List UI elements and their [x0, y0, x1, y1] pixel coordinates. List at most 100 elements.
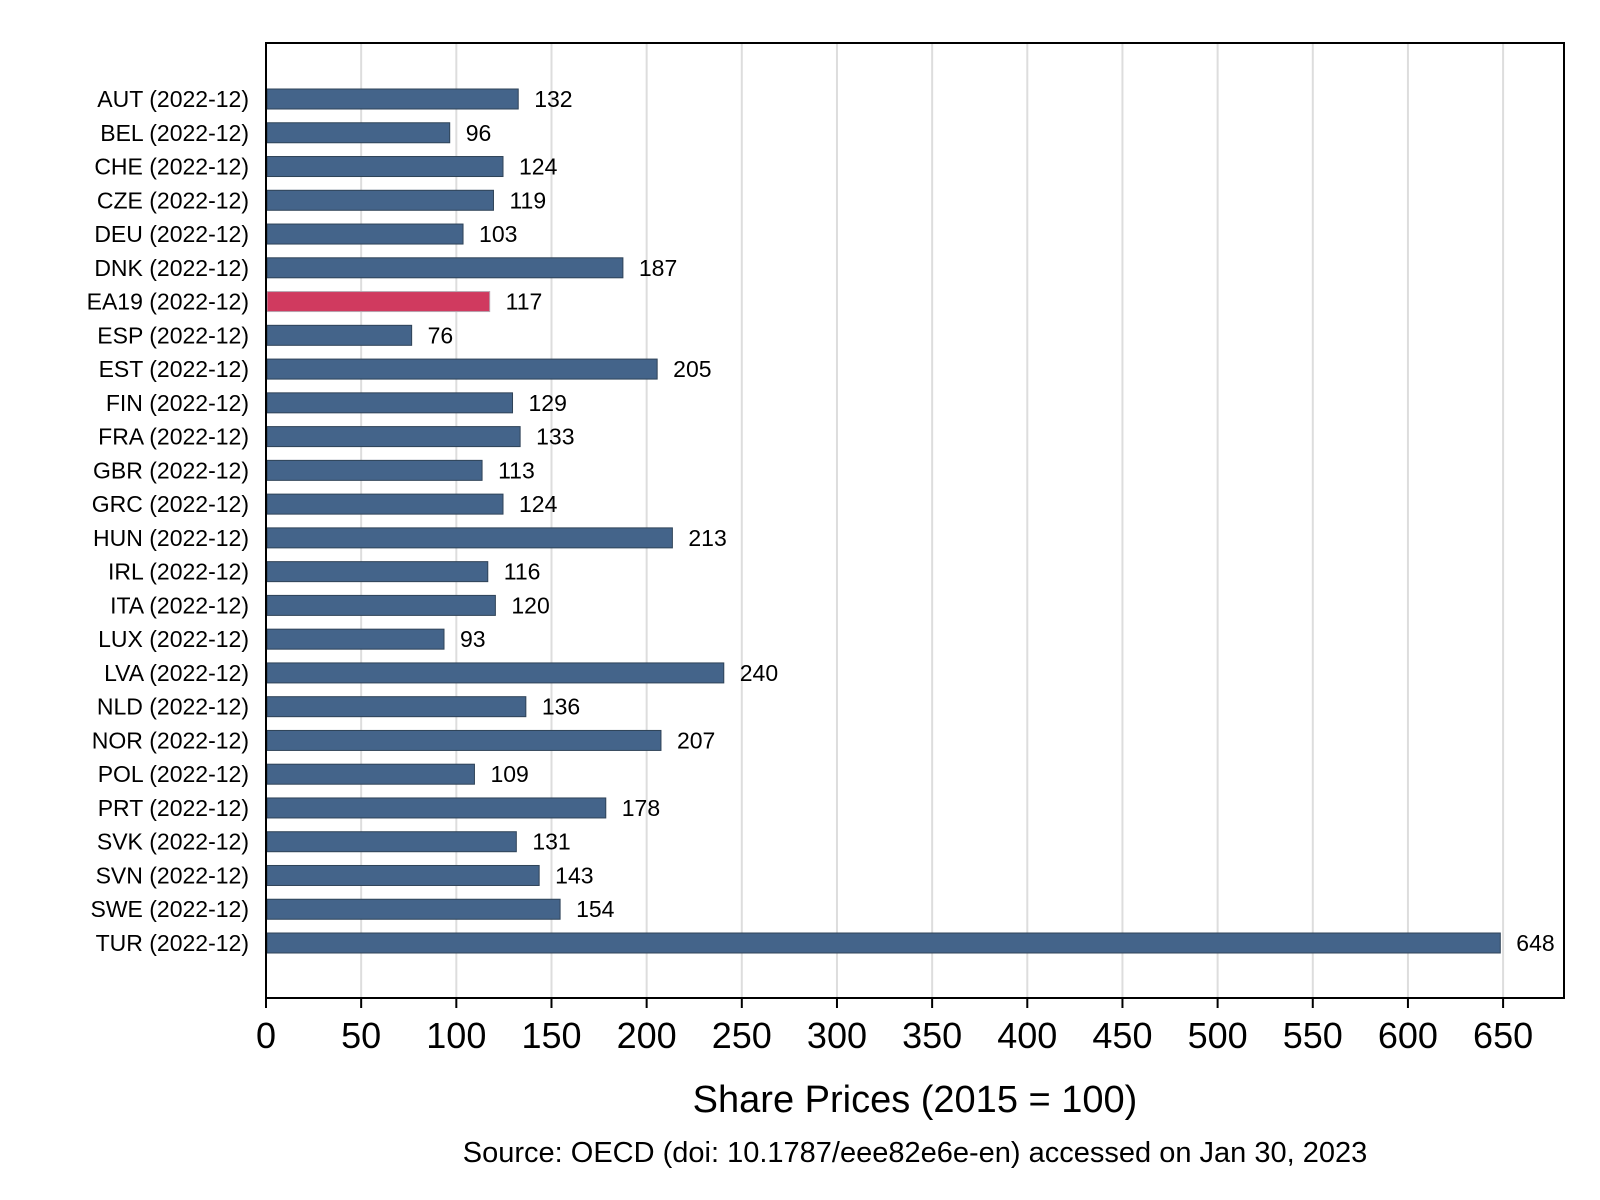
x-tick-label: 450	[1092, 1015, 1152, 1056]
data-label: 76	[428, 322, 454, 348]
bar	[266, 797, 607, 819]
bar	[266, 763, 475, 785]
data-label: 109	[490, 761, 528, 787]
bar	[266, 527, 673, 549]
data-label: 143	[555, 862, 593, 888]
data-label: 136	[542, 694, 580, 720]
source-note: Source: OECD (doi: 10.1787/eee82e6e-en) …	[463, 1137, 1367, 1169]
category-label: IRL (2022-12)	[108, 559, 249, 585]
category-label: FIN (2022-12)	[106, 390, 249, 416]
bar	[266, 662, 725, 684]
x-tick-label: 50	[341, 1015, 381, 1056]
data-label: 113	[498, 457, 535, 483]
data-label: 129	[529, 390, 567, 416]
category-label: SVN (2022-12)	[96, 862, 249, 888]
x-tick-label: 300	[807, 1015, 867, 1056]
category-label: EA19 (2022-12)	[87, 289, 249, 315]
x-tick-label: 550	[1283, 1015, 1343, 1056]
data-label: 240	[740, 660, 778, 686]
bar	[266, 426, 521, 448]
category-label: SWE (2022-12)	[90, 896, 249, 922]
data-label: 124	[519, 491, 558, 517]
bar	[266, 88, 519, 110]
x-tick-label: 250	[712, 1015, 772, 1056]
x-tick-label: 500	[1188, 1015, 1248, 1056]
bars	[266, 88, 1501, 954]
data-label: 96	[466, 120, 492, 146]
data-label: 205	[673, 356, 711, 382]
category-label: POL (2022-12)	[98, 761, 249, 787]
data-label: 119	[509, 187, 546, 213]
category-label: ESP (2022-12)	[97, 322, 249, 348]
category-label: DEU (2022-12)	[94, 221, 249, 247]
category-label: TUR (2022-12)	[96, 930, 249, 956]
bar	[266, 831, 517, 853]
category-label: BEL (2022-12)	[100, 120, 249, 146]
bar	[266, 594, 496, 616]
bar	[266, 864, 540, 886]
bar	[266, 257, 624, 279]
data-label: 120	[511, 592, 549, 618]
data-label: 207	[677, 727, 715, 753]
category-label: NOR (2022-12)	[92, 727, 249, 753]
data-label: 154	[576, 896, 615, 922]
bar	[266, 156, 504, 178]
data-label: 103	[479, 221, 517, 247]
bar	[266, 459, 483, 481]
category-label: LUX (2022-12)	[98, 626, 249, 652]
category-label: EST (2022-12)	[99, 356, 249, 382]
data-label: 187	[639, 255, 677, 281]
category-label: PRT (2022-12)	[98, 795, 249, 821]
category-label: LVA (2022-12)	[104, 660, 249, 686]
data-label: 132	[534, 86, 572, 112]
category-label: NLD (2022-12)	[97, 694, 249, 720]
bar	[266, 932, 1501, 954]
category-label: AUT (2022-12)	[97, 86, 249, 112]
bar	[266, 358, 658, 380]
data-label: 213	[688, 525, 726, 551]
category-label: DNK (2022-12)	[94, 255, 249, 281]
category-label: ITA (2022-12)	[110, 592, 249, 618]
category-label: CZE (2022-12)	[97, 187, 249, 213]
category-label: GRC (2022-12)	[92, 491, 249, 517]
bar	[266, 324, 413, 346]
category-label: SVK (2022-12)	[97, 829, 249, 855]
x-axis-title: Share Prices (2015 = 100)	[693, 1079, 1138, 1121]
bar	[266, 223, 464, 245]
bar-highlighted	[266, 291, 491, 313]
bar	[266, 561, 489, 583]
category-label: FRA (2022-12)	[98, 424, 249, 450]
bar	[266, 189, 494, 211]
bar	[266, 493, 504, 515]
x-tick-label: 0	[256, 1015, 276, 1056]
data-label: 133	[536, 424, 574, 450]
data-label: 648	[1516, 930, 1554, 956]
data-label: 117	[506, 289, 543, 315]
bar	[266, 628, 445, 650]
bar	[266, 122, 451, 144]
category-label: HUN (2022-12)	[93, 525, 249, 551]
data-label: 124	[519, 154, 558, 180]
plot-frame	[265, 42, 1565, 999]
x-tick-label: 400	[997, 1015, 1057, 1056]
grid-lines	[360, 43, 1505, 998]
category-label: CHE (2022-12)	[94, 154, 249, 180]
x-tick-label: 350	[902, 1015, 962, 1056]
x-tick-label: 600	[1378, 1015, 1438, 1056]
data-label: 178	[622, 795, 660, 821]
data-label: 131	[532, 829, 570, 855]
data-label: 93	[460, 626, 486, 652]
bar	[266, 696, 527, 718]
category-label: GBR (2022-12)	[93, 457, 249, 483]
bar	[266, 729, 662, 751]
x-tick-label: 200	[617, 1015, 677, 1056]
category-labels: AUT (2022-12) BEL (2022-12) CHE (2022-12) C…	[87, 86, 249, 956]
x-tick-label: 650	[1473, 1015, 1533, 1056]
x-tick-label: 100	[426, 1015, 486, 1056]
bar	[266, 392, 514, 414]
x-tick-label: 150	[521, 1015, 581, 1056]
data-label: 116	[504, 559, 541, 585]
x-axis-ticks: 0 50 100 150 200 250 300 350 400 450 500 550 600 650	[256, 998, 1533, 1056]
